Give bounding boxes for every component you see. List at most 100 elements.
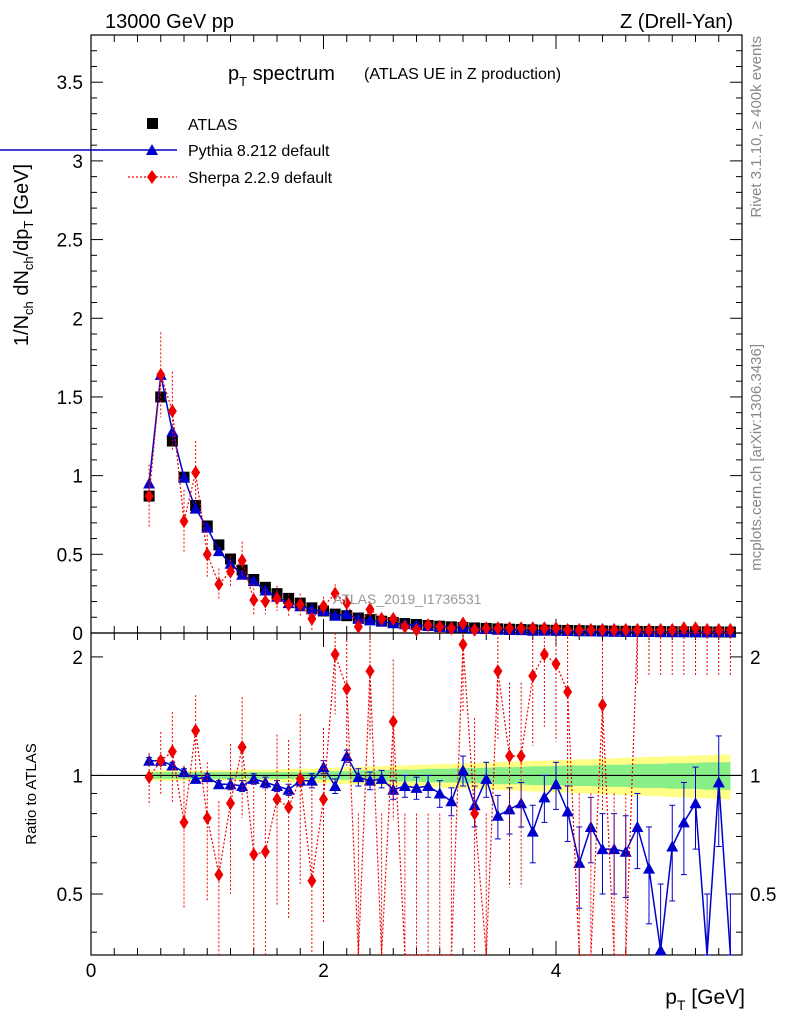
ratio-sherpa-point [167, 744, 177, 759]
main-sherpa-point [388, 611, 398, 626]
ratio-pythia-point [329, 780, 342, 792]
main-pythia-point [340, 608, 353, 620]
ratio-sherpa-point [202, 810, 212, 825]
ratio-pythia-point [689, 797, 702, 809]
main-sherpa-point [412, 622, 421, 637]
ratio-sherpa-point [493, 664, 503, 679]
main-pythia-point [143, 477, 156, 489]
main-sherpa-point [202, 547, 212, 562]
main-sherpa-point [214, 577, 224, 592]
ratio-pythia-point [422, 780, 435, 792]
main-sherpa-point [179, 514, 189, 529]
main-sherpa-point [714, 622, 724, 637]
ratio-pythia-point [398, 780, 411, 792]
legend-label-pythia: Pythia 8.212 default [188, 143, 330, 160]
analysis-watermark: ATLAS_2019_I1736531 [333, 591, 482, 607]
ratio-pythia-point [468, 799, 481, 811]
rivet-label: Rivet 3.1.10, ≥ 400k events [748, 36, 765, 218]
main-sherpa-point [237, 553, 247, 568]
ratio-pythia-point [189, 772, 202, 784]
main-sherpa-point [609, 622, 619, 637]
ratio-sherpa-point [388, 714, 398, 729]
legend-label-atlas: ATLAS [188, 117, 238, 134]
x-tick-label: 2 [318, 961, 329, 982]
main-sherpa-point [505, 621, 514, 636]
main-sherpa-point [574, 622, 584, 637]
ratio-sherpa-point [144, 770, 154, 785]
ratio-sherpa-point [156, 753, 166, 768]
ratio-sherpa-point [237, 740, 247, 755]
plot-title-note: (ATLAS UE in Z production) [364, 66, 561, 83]
ratio-pythia-point [247, 772, 260, 784]
ratio-sherpa-point [365, 664, 375, 679]
ratio-pythia-point [364, 774, 376, 786]
ratio-y-tick-label: 2 [72, 648, 83, 669]
ratio-pythia-point [317, 761, 330, 773]
ratio-sherpa-point [458, 637, 468, 652]
ratio-pythia-point [538, 791, 551, 803]
main-sherpa-point [493, 621, 503, 636]
ratio-sherpa-point [330, 647, 340, 662]
ratio-y-tick-label-right: 2 [750, 648, 761, 669]
main-sherpa-point [249, 592, 259, 607]
main-pythia-point [166, 425, 179, 437]
main-sherpa-point [342, 596, 352, 611]
main-plot-marks [143, 332, 737, 638]
ratio-sherpa-point [516, 749, 526, 764]
ratio-pythia-point [375, 772, 388, 784]
ratio-pythia-point [480, 772, 493, 784]
ratio-pythia-point [654, 944, 667, 956]
plot-title: pT spectrum [228, 63, 335, 89]
main-sherpa-point [679, 621, 689, 636]
main-sherpa-point [621, 622, 631, 637]
ratio-pythia-point [445, 795, 458, 807]
main-sherpa-point [435, 619, 445, 634]
main-sherpa-point [516, 621, 526, 636]
main-atlas-point [213, 539, 225, 551]
ratio-sherpa-point [226, 796, 235, 811]
main-sherpa-point [528, 621, 538, 636]
main-y-tick-label: 2 [72, 309, 83, 330]
main-sherpa-point [365, 602, 375, 617]
main-sherpa-point [260, 594, 270, 609]
main-sherpa-point [400, 619, 410, 634]
mcplots-label: mcplots.cern.ch [arXiv:1306.3436] [748, 344, 765, 571]
main-sherpa-point [563, 622, 573, 637]
main-pythia-point [201, 521, 214, 533]
main-sherpa-point [353, 619, 363, 634]
main-pythia-point [178, 471, 190, 483]
axis-tick-labels: 0 0.5 1 1.5 2 2.5 3 3.5 0 2 4 0.5 0.5 1 1 2 2 [57, 73, 777, 982]
legend-marker-atlas [147, 118, 158, 129]
ratio-y-tick-label: 0.5 [57, 885, 83, 906]
ratio-y-axis-label: Ratio to ATLAS [23, 743, 40, 844]
legend-label-sherpa: Sherpa 2.2.9 default [188, 170, 333, 187]
ratio-sherpa-point [191, 723, 201, 738]
ratio-sherpa-point [272, 792, 282, 807]
main-y-tick-label: 1.5 [57, 388, 83, 409]
main-sherpa-point [586, 622, 596, 637]
ratio-sherpa-point [214, 867, 224, 882]
main-y-tick-label: 3.5 [57, 73, 83, 94]
ratio-pythia-point [631, 820, 644, 832]
ratio-uncertainty-band [91, 754, 742, 800]
ratio-sherpa-point [563, 684, 573, 699]
ratio-sherpa-point [179, 815, 189, 830]
header-collision: 13000 GeV pp [105, 11, 234, 33]
ratio-pythia-point [491, 809, 504, 821]
main-sherpa-point [551, 621, 561, 636]
main-sherpa-point [330, 586, 340, 601]
main-pythia-point [364, 614, 376, 626]
ratio-pythia-point [608, 843, 621, 855]
ratio-pythia-point [550, 778, 562, 790]
main-sherpa-point [481, 621, 491, 636]
ratio-pythia-point [143, 754, 156, 766]
ratio-pythia-point [271, 780, 283, 792]
ratio-pythia-point [666, 840, 679, 852]
ratio-pythia-point [212, 778, 225, 790]
ratio-pythia-point [201, 771, 214, 783]
main-sherpa-point [226, 564, 235, 579]
legend-marker-pythia [146, 144, 158, 155]
ratio-pythia-point [352, 771, 365, 783]
main-sherpa-point [295, 597, 305, 612]
ratio-pythia-point [643, 862, 655, 874]
